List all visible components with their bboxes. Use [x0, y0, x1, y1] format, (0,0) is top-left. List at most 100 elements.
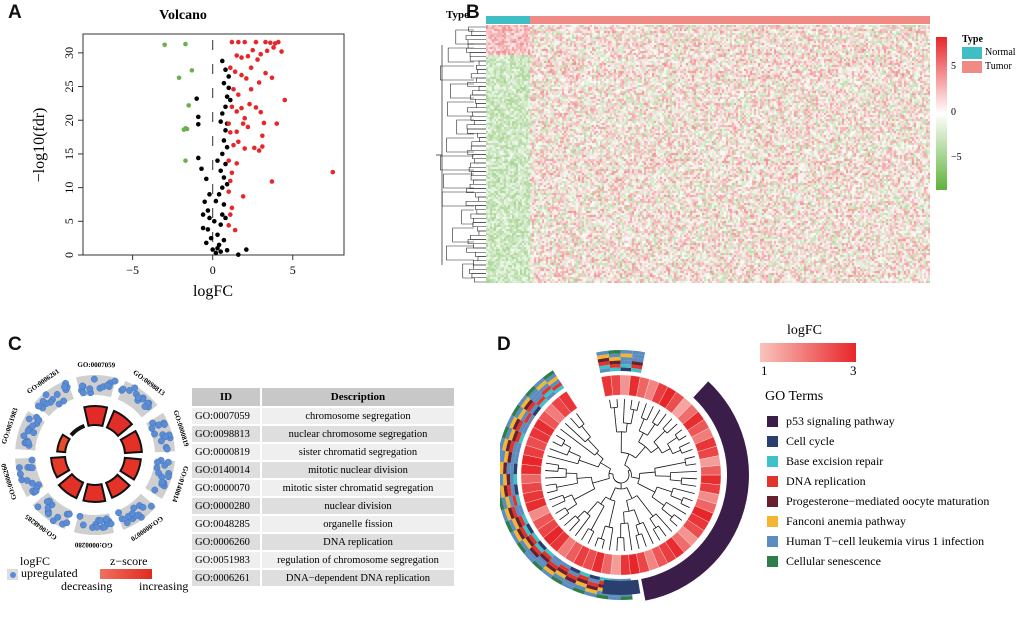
x-tick-label: 0	[210, 263, 216, 277]
col-header-description: Description	[262, 388, 454, 406]
go-term-legend-item: Base excision repair	[767, 454, 883, 469]
go-id: GO:0006261	[192, 570, 260, 586]
term-membership-cell	[598, 361, 610, 367]
term-membership-cell	[531, 560, 544, 572]
dendrogram-branch	[470, 175, 486, 181]
gene-dot	[164, 458, 172, 466]
x-tick-label: −5	[126, 263, 139, 277]
dendrogram-branch	[469, 268, 486, 274]
point-up	[256, 148, 262, 153]
term-membership-cell	[517, 504, 525, 516]
panel-label-c: C	[8, 334, 22, 355]
go-description: mitotic sister chromatid segregation	[262, 480, 454, 496]
dendrogram-branch	[586, 501, 599, 514]
dendrogram-branch	[455, 29, 474, 45]
term-membership-cell	[510, 531, 520, 544]
dendrogram-branch	[467, 239, 486, 245]
go-description: nuclear chromosome segregation	[262, 426, 454, 442]
term-membership-cell	[531, 544, 542, 556]
legend-label: Cellular senescence	[786, 554, 881, 568]
gene-dot	[115, 509, 122, 517]
term-membership-cell	[563, 578, 576, 587]
dendrogram-branch	[608, 473, 614, 475]
dendrogram-branch	[581, 528, 589, 541]
dendrogram-branch	[565, 423, 586, 443]
dendrogram-branch	[630, 399, 633, 410]
dendrogram-branch	[609, 399, 612, 409]
dendrogram-branch	[545, 476, 567, 479]
point-not-significant	[224, 181, 230, 187]
dendrogram-branch	[600, 496, 607, 505]
term-membership-cell	[505, 520, 514, 534]
heatmap-canvas	[486, 25, 930, 283]
term-membership-cell	[525, 385, 537, 397]
dendrogram-root	[436, 45, 443, 265]
go-id: GO:0000819	[192, 444, 260, 460]
gene-dot	[130, 504, 138, 512]
term-membership-cell	[506, 473, 511, 486]
dendrogram-branch	[609, 527, 614, 551]
dendrogram-branch	[680, 478, 683, 485]
dendrogram-branch	[633, 509, 641, 525]
table-row: GO:0140014 mitotic nuclear division	[192, 462, 454, 478]
point-up	[260, 133, 265, 139]
gene-dot	[65, 510, 73, 518]
point-not-significant	[218, 249, 224, 254]
term-membership-cell	[517, 394, 528, 407]
term-arc-p53	[641, 381, 749, 601]
gene-dot	[163, 445, 171, 453]
term-membership-cell	[554, 569, 567, 579]
panel-label-b: B	[466, 2, 480, 23]
dendrogram-branch	[443, 173, 474, 189]
dendrogram-branch	[649, 513, 657, 519]
gene-dot	[155, 421, 163, 429]
gene-dot	[155, 469, 163, 477]
dendrogram-branch	[563, 494, 573, 499]
dendrogram-branch	[468, 26, 486, 32]
dendrogram-branch	[473, 120, 486, 126]
term-membership-cell	[503, 462, 508, 474]
gene-dot	[151, 486, 159, 494]
term-membership-cell	[517, 408, 527, 420]
gene-dot	[157, 437, 165, 445]
term-membership-cell	[560, 561, 572, 570]
point-not-significant	[213, 198, 219, 204]
dendrogram-branch	[556, 482, 578, 488]
gene-logfc-cell	[558, 390, 578, 413]
dendrogram-branch	[549, 448, 568, 456]
dendrogram-branch	[661, 502, 667, 509]
table-row: GO:0007059 chromosome segregation	[192, 408, 454, 424]
dendrogram-branch	[662, 418, 673, 430]
dendrogram-branch	[681, 449, 693, 454]
point-up	[240, 121, 246, 126]
term-arc-cell-cycle	[602, 579, 641, 595]
dendrogram-branch	[666, 423, 678, 434]
point-not-significant	[195, 114, 201, 120]
term-membership-cell	[545, 373, 557, 383]
gene-dot	[25, 415, 33, 423]
dendrogram-branch	[654, 468, 656, 476]
term-membership-cell	[512, 418, 521, 431]
term-membership-cell	[513, 484, 519, 496]
term-membership-cell	[520, 396, 531, 409]
dendrogram-branch	[637, 483, 656, 493]
go-id: GO:0098813	[192, 426, 260, 442]
term-membership-cell	[595, 594, 609, 600]
upregulated-label: upregulated	[21, 566, 78, 580]
term-membership-cell	[515, 431, 523, 443]
logfc-max: 3	[850, 363, 857, 378]
dendrogram-branch	[679, 442, 690, 448]
point-up	[242, 146, 248, 151]
point-not-significant	[207, 192, 212, 197]
term-membership-cell	[508, 495, 515, 508]
dendrogram-branch	[597, 537, 605, 541]
dendrogram-branch	[470, 162, 486, 168]
dendrogram-branch	[467, 149, 486, 155]
term-membership-cell	[538, 398, 549, 409]
term-membership-cell	[527, 388, 539, 400]
gene-dot	[79, 389, 87, 397]
dendrogram-branch	[637, 473, 641, 484]
dendrogram-branch	[478, 230, 486, 236]
term-membership-cell	[501, 509, 509, 522]
dendrogram-branch	[474, 158, 486, 164]
